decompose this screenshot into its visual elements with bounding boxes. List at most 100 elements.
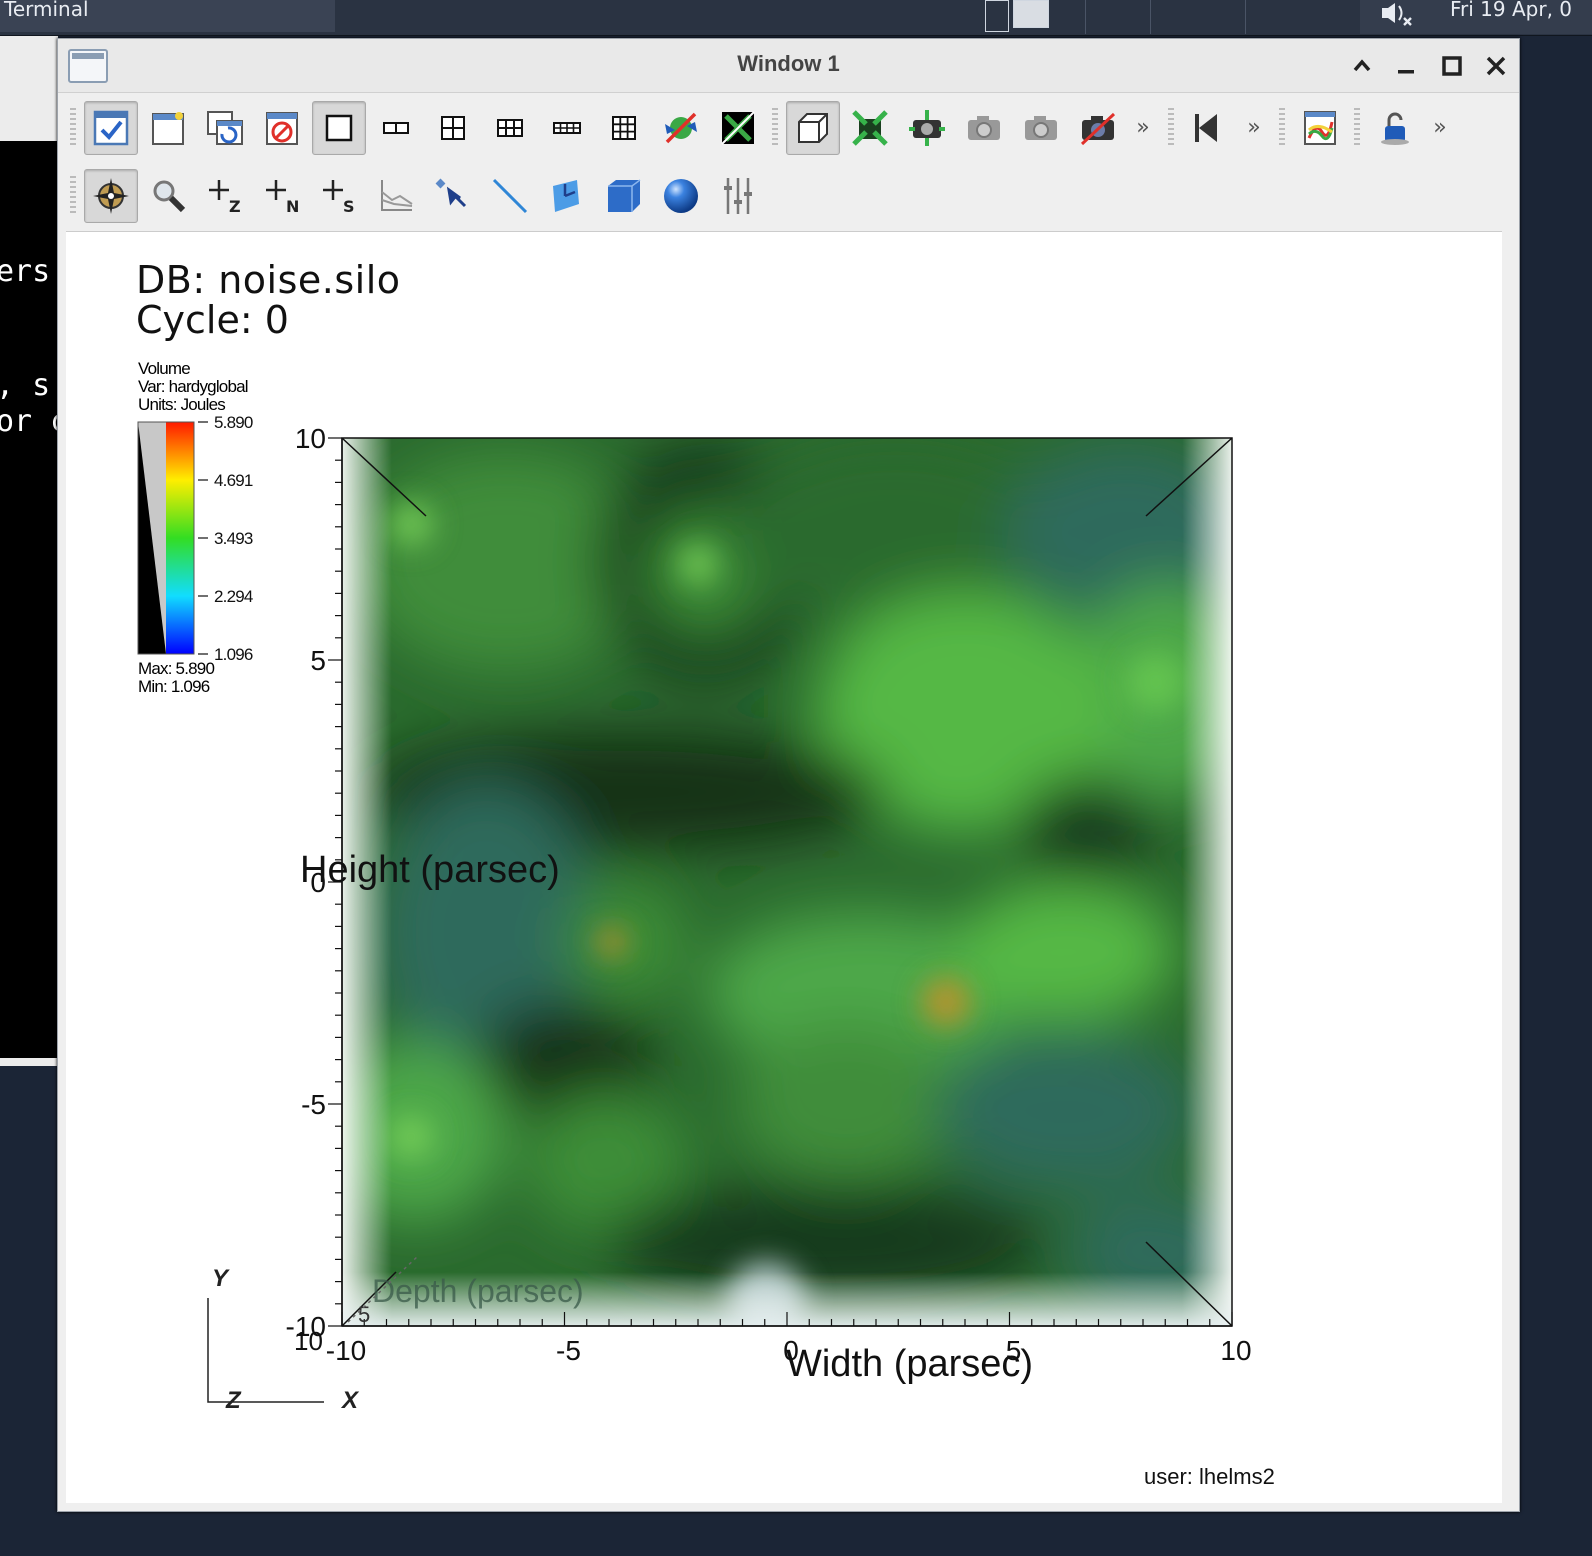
legend-opacity-ramp	[138, 422, 166, 654]
layout-3x3-button[interactable]	[597, 101, 651, 155]
clone-window-icon	[207, 111, 243, 145]
z-axis-line	[347, 1255, 419, 1323]
pick-zone-icon: Z	[209, 180, 241, 216]
layout-2x3-icon	[497, 119, 523, 137]
lineout-window-icon	[1304, 111, 1336, 145]
pick-zone-letter: Z	[229, 197, 241, 216]
layout-2x3-button[interactable]	[483, 101, 537, 155]
undo-view-button[interactable]	[957, 101, 1011, 155]
legend-tick-label: 5.890	[214, 413, 253, 432]
new-window-icon	[152, 112, 184, 145]
layout-2x2-icon	[441, 116, 465, 140]
user-label: user: lhelms2	[1144, 1464, 1275, 1489]
taskbar-task-label: Terminal	[4, 0, 89, 21]
viewer-window: Window 1	[57, 38, 1520, 1512]
spreadsheet-pick-button[interactable]: S	[312, 169, 366, 223]
curve-lineout-button[interactable]	[369, 169, 423, 223]
redo-view-button[interactable]	[1014, 101, 1068, 155]
plane-tool-button[interactable]	[540, 169, 594, 223]
save-view-button[interactable]	[1071, 101, 1125, 155]
point-tool-button[interactable]	[426, 169, 480, 223]
camera-redo-icon	[1025, 116, 1057, 140]
clone-window-button[interactable]	[198, 101, 252, 155]
x-axis-tick-label: -10	[326, 1335, 366, 1366]
perspective-button[interactable]	[786, 101, 840, 155]
workspace-pager[interactable]	[985, 0, 1070, 32]
x-axis-tick-label: 0	[783, 1335, 799, 1366]
window-menu-icon[interactable]	[68, 49, 108, 83]
close-button[interactable]	[1479, 49, 1513, 83]
lineout-button[interactable]	[1293, 101, 1347, 155]
navigate-mode-button[interactable]	[84, 169, 138, 223]
layout-1x1-button[interactable]	[312, 101, 366, 155]
delete-window-icon	[266, 112, 298, 145]
workspace-1[interactable]	[985, 0, 1009, 32]
layout-1x1-icon	[325, 114, 353, 142]
layout-2x4-button[interactable]	[540, 101, 594, 155]
toolbar-grip[interactable]	[1354, 108, 1360, 148]
magnifier-icon	[153, 180, 186, 213]
toolbar-more-button[interactable]: »	[1433, 115, 1447, 140]
layout-2x2-button[interactable]	[426, 101, 480, 155]
toolbar-grip[interactable]	[70, 108, 76, 148]
recenter-view-icon	[909, 110, 945, 146]
legend-units: Units: Joules	[138, 395, 225, 414]
system-tray: Fri 19 Apr, 0	[1360, 0, 1592, 34]
reset-view-icon	[852, 110, 888, 146]
lock-view-button[interactable]	[1368, 101, 1422, 155]
box-tool-button[interactable]	[597, 169, 651, 223]
line-tool-button[interactable]	[483, 169, 537, 223]
taskbar-terminal-task[interactable]: Terminal	[0, 0, 335, 32]
legend-tick-label: 4.691	[214, 471, 253, 490]
toolbar-grip[interactable]	[772, 108, 778, 148]
animation-reverse-icon	[1195, 114, 1217, 142]
curve-icon	[381, 180, 413, 211]
minimize-button[interactable]	[1389, 49, 1423, 83]
background-terminal-footer	[0, 1058, 58, 1066]
toolbar-grip[interactable]	[1168, 108, 1174, 148]
reset-view-button[interactable]	[843, 101, 897, 155]
workspace-2[interactable]	[1013, 0, 1049, 28]
clock[interactable]: Fri 19 Apr, 0	[1450, 0, 1573, 21]
toolbar-grip[interactable]	[1279, 108, 1285, 148]
toggle-full-frame-button[interactable]	[711, 101, 765, 155]
database-label: DB: noise.silo	[136, 258, 401, 302]
volume-rendering	[342, 438, 1232, 1326]
layout-3x3-icon	[612, 116, 636, 140]
y-axis-tick-label: 10	[295, 423, 326, 454]
toolbar-more-button[interactable]: »	[1136, 115, 1150, 140]
background-terminal: ers , s or c	[0, 36, 68, 1066]
plane-icon	[553, 180, 579, 212]
toolbar-grip[interactable]	[70, 176, 76, 216]
cycle-label: Cycle: 0	[136, 298, 289, 342]
maximize-icon	[1442, 56, 1462, 76]
window-titlebar[interactable]: Window 1	[58, 39, 1519, 93]
taskbar-separator	[1150, 0, 1151, 34]
toggle-lock-button[interactable]	[654, 101, 708, 155]
active-window-button[interactable]	[84, 101, 138, 155]
render-viewport[interactable]: DB: noise.silo Cycle: 0	[66, 231, 1502, 1503]
sphere-tool-button[interactable]	[654, 169, 708, 223]
zoom-mode-button[interactable]	[141, 169, 195, 223]
toolbar-more-button[interactable]: »	[1247, 115, 1261, 140]
maximize-button[interactable]	[1435, 49, 1469, 83]
animation-reverse-button[interactable]	[1182, 101, 1236, 155]
speaker-muted-icon[interactable]	[1380, 2, 1414, 26]
y-axis-tick-label: 5	[310, 645, 326, 676]
legend-ticks: 5.890 4.691 3.493 2.294 1.096	[198, 413, 254, 664]
line-icon	[492, 178, 528, 214]
node-pick-button[interactable]: N	[255, 169, 309, 223]
box-icon	[608, 179, 641, 212]
z-axis-tick: 5	[358, 1302, 370, 1327]
delete-window-button[interactable]	[255, 101, 309, 155]
sphere-icon	[664, 179, 698, 213]
shade-button[interactable]	[1345, 49, 1379, 83]
zone-pick-button[interactable]: Z	[198, 169, 252, 223]
pick-node-icon: N	[266, 180, 299, 216]
taskbar-separator	[1245, 0, 1246, 34]
axis-restriction-button[interactable]	[711, 169, 765, 223]
new-window-button[interactable]	[141, 101, 195, 155]
legend-tick-label: 3.493	[214, 529, 253, 548]
recenter-view-button[interactable]	[900, 101, 954, 155]
layout-1x2-button[interactable]	[369, 101, 423, 155]
